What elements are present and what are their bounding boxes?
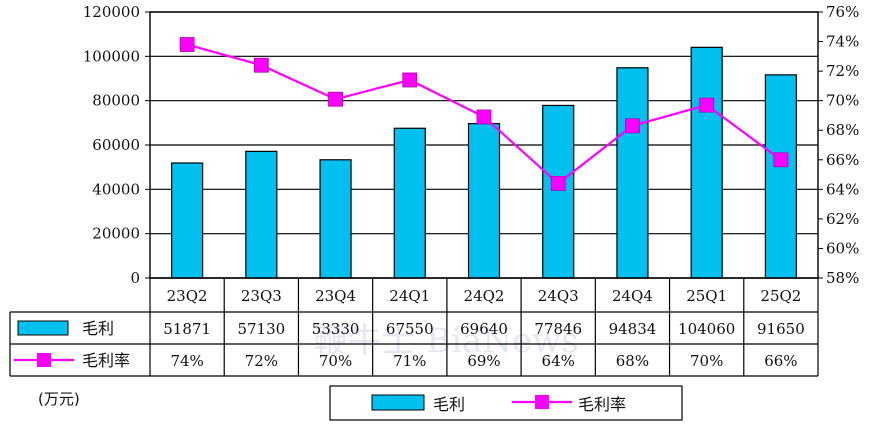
legend-key-marker <box>535 395 549 409</box>
table-key-bar <box>17 320 69 336</box>
marker-24Q4 <box>625 118 640 134</box>
table-row-label: 毛利 <box>82 319 114 338</box>
x-tick-label: 23Q4 <box>315 287 356 305</box>
data-label-gross-margin: 71% <box>393 352 426 370</box>
bar-24Q2 <box>467 123 501 279</box>
marker-25Q2 <box>773 152 789 168</box>
y-left-tick-label: 80000 <box>92 92 140 110</box>
marker-25Q1 <box>699 97 715 113</box>
legend-key-bar <box>371 394 425 411</box>
x-tick-label: 24Q4 <box>612 287 653 305</box>
marker-24Q2 <box>476 109 492 125</box>
y-left-tick-label: 60000 <box>92 136 140 154</box>
legend-label: 毛利率 <box>578 395 626 414</box>
x-tick-label: 24Q2 <box>464 287 505 305</box>
y-right-tick-label: 62% <box>826 210 859 228</box>
legend-label: 毛利 <box>433 395 465 414</box>
y-left-tick-label: 40000 <box>92 180 140 198</box>
marker-24Q1 <box>402 72 418 88</box>
y-right-tick-label: 68% <box>826 121 859 139</box>
x-tick-label: 24Q3 <box>538 287 579 305</box>
bar-24Q3 <box>542 104 575 279</box>
marker-23Q4 <box>328 91 343 107</box>
y-left-tick-label: 120000 <box>83 3 140 21</box>
data-label-gross-margin: 72% <box>245 352 278 370</box>
data-label-gross-profit: 51871 <box>163 320 211 338</box>
bar-24Q1 <box>393 127 426 279</box>
y-right-tick-label: 64% <box>826 180 859 198</box>
bar-25Q1 <box>690 46 723 279</box>
x-tick-label: 25Q2 <box>760 287 801 305</box>
data-label-gross-profit: 57130 <box>237 320 285 338</box>
data-label-gross-profit: 94834 <box>609 320 657 338</box>
x-tick-label: 25Q1 <box>686 287 727 305</box>
data-label-gross-margin: 74% <box>170 352 203 370</box>
data-label-gross-profit: 91650 <box>757 320 805 338</box>
unit-label: (万元) <box>38 390 80 408</box>
marker-23Q3 <box>253 57 269 73</box>
table-row-label: 毛利率 <box>82 351 130 370</box>
x-tick-label: 23Q2 <box>167 287 208 305</box>
table-key-marker <box>37 353 51 367</box>
data-label-gross-profit: 67550 <box>386 320 434 338</box>
data-label-gross-margin: 69% <box>467 352 500 370</box>
data-label-gross-margin: 66% <box>764 352 797 370</box>
data-label-gross-profit: 69640 <box>460 320 508 338</box>
data-label-gross-profit: 104060 <box>678 320 735 338</box>
y-right-tick-label: 60% <box>826 239 859 257</box>
y-right-tick-label: 76% <box>826 3 859 21</box>
bar-23Q3 <box>245 150 278 279</box>
bar-23Q2 <box>171 162 204 279</box>
x-tick-label: 23Q3 <box>241 287 282 305</box>
data-label-gross-margin: 70% <box>690 352 723 370</box>
data-label-gross-profit: 77846 <box>534 320 582 338</box>
marker-24Q3 <box>550 176 566 191</box>
bar-23Q4 <box>319 159 352 279</box>
y-left-tick-label: 20000 <box>92 225 140 243</box>
bar-24Q4 <box>616 67 649 279</box>
data-label-gross-margin: 64% <box>542 352 575 370</box>
data-label-gross-margin: 70% <box>319 352 352 370</box>
data-label-gross-margin: 68% <box>616 352 649 370</box>
y-right-tick-label: 74% <box>826 33 859 51</box>
marker-23Q2 <box>179 37 195 52</box>
data-label-gross-profit: 53330 <box>312 320 360 338</box>
y-right-tick-label: 58% <box>826 269 859 287</box>
y-right-tick-label: 70% <box>826 92 859 110</box>
x-tick-label: 24Q1 <box>389 287 430 305</box>
y-left-tick-label: 100000 <box>83 47 140 65</box>
y-right-tick-label: 66% <box>826 151 859 169</box>
bar-25Q2 <box>764 74 797 279</box>
y-right-tick-label: 72% <box>826 62 859 80</box>
watermark: 鞭牛士 BiaNews <box>313 321 578 361</box>
y-left-tick-label: 0 <box>130 269 140 287</box>
